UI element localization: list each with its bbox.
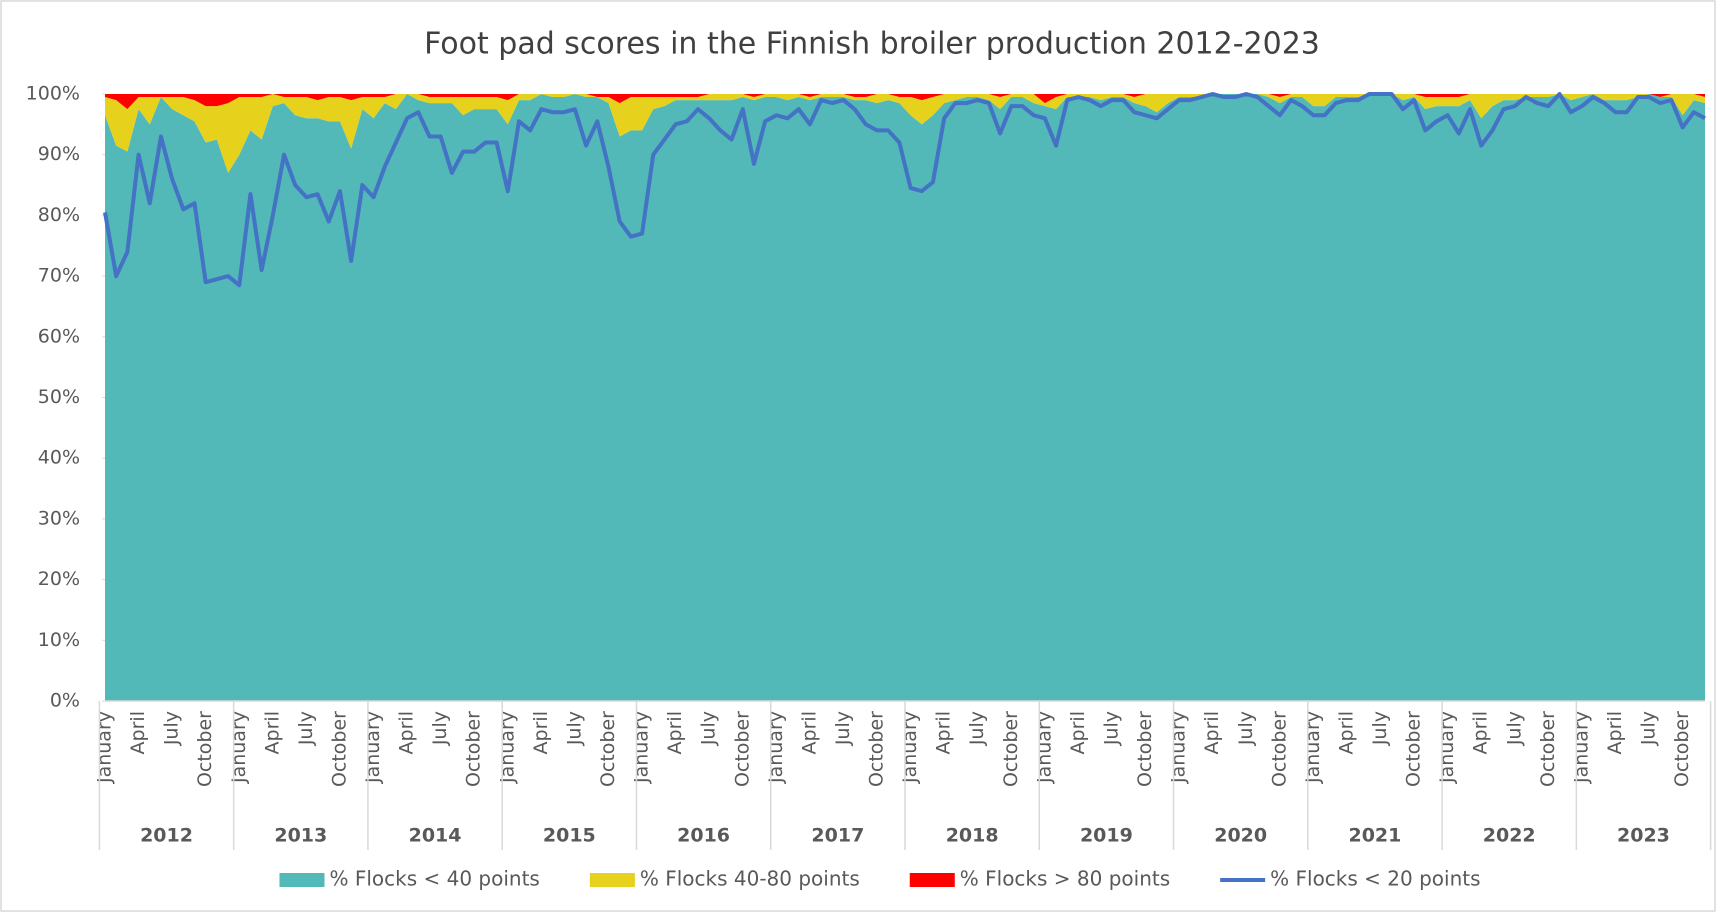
x-tick-label: April <box>1201 711 1223 754</box>
x-tick-label: January <box>1033 711 1055 784</box>
x-group-label: 2016 <box>677 825 730 847</box>
x-tick-label: October <box>866 711 888 787</box>
x-group-label: 2021 <box>1348 825 1401 847</box>
area <box>105 94 1705 173</box>
x-tick-label: July <box>1638 711 1660 746</box>
x-group-label: 2015 <box>543 825 596 847</box>
legend-swatch <box>909 873 955 887</box>
x-tick-label: January <box>765 711 787 784</box>
x-tick-label: April <box>261 711 283 754</box>
x-tick-label: July <box>1100 711 1122 746</box>
x-tick-label: January <box>631 711 653 784</box>
area <box>105 94 1705 110</box>
x-group-label: 2014 <box>409 825 462 847</box>
x-group-label: 2013 <box>274 825 327 847</box>
x-tick-label: January <box>1168 711 1190 784</box>
x-group-label: 2018 <box>946 825 999 847</box>
x-group-label: 2020 <box>1214 825 1267 847</box>
y-tick-label: 60% <box>38 325 80 347</box>
x-tick-label: October <box>328 711 350 787</box>
x-tick-label: January <box>228 711 250 784</box>
line <box>103 92 1706 288</box>
x-tick-label: April <box>1067 711 1089 754</box>
x-tick-label: April <box>664 711 686 754</box>
x-tick-label: October <box>1671 711 1693 787</box>
x-tick-label: July <box>1503 711 1525 746</box>
y-tick-label: 70% <box>38 265 80 287</box>
x-tick-label: October <box>194 711 216 787</box>
x-tick-label: October <box>1134 711 1156 787</box>
x-tick-label: July <box>429 711 451 746</box>
x-tick-label: October <box>597 711 619 787</box>
x-group-label: 2012 <box>140 825 193 847</box>
legend-swatch <box>589 873 635 887</box>
x-tick-label: July <box>966 711 988 746</box>
x-group-label: 2023 <box>1617 825 1670 847</box>
x-tick-label: October <box>1403 711 1425 787</box>
x-tick-label: April <box>127 711 149 754</box>
chart-title: Foot pad scores in the Finnish broiler p… <box>424 27 1320 62</box>
x-tick-label: April <box>530 711 552 754</box>
x-tick-label: July <box>563 711 585 746</box>
x-tick-label: April <box>933 711 955 754</box>
x-tick-label: October <box>1537 711 1559 787</box>
y-tick-label: 10% <box>38 629 80 651</box>
x-tick-label: January <box>1570 711 1592 784</box>
y-tick-label: 90% <box>38 143 80 165</box>
x-tick-label: April <box>798 711 820 754</box>
x-tick-label: October <box>731 711 753 787</box>
x-tick-label: July <box>1235 711 1257 746</box>
x-tick-label: October <box>463 711 485 787</box>
y-tick-label: 30% <box>38 507 80 529</box>
x-group-label: 2019 <box>1080 825 1133 847</box>
x-tick-label: July <box>295 711 317 746</box>
x-tick-label: January <box>899 711 921 784</box>
legend-swatch <box>279 873 325 887</box>
y-tick-label: 50% <box>38 386 80 408</box>
x-tick-label: January <box>362 711 384 784</box>
x-tick-label: January <box>1302 711 1324 784</box>
x-tick-label: July <box>832 711 854 746</box>
x-tick-label: April <box>1604 711 1626 754</box>
x-tick-label: July <box>1369 711 1391 746</box>
area <box>105 94 1705 701</box>
x-tick-label: January <box>94 711 116 784</box>
y-tick-label: 40% <box>38 447 80 469</box>
x-tick-label: January <box>1436 711 1458 784</box>
x-tick-label: January <box>496 711 518 784</box>
x-group-label: 2022 <box>1483 825 1536 847</box>
x-tick-label: April <box>1470 711 1492 754</box>
y-tick-label: 0% <box>50 690 80 712</box>
legend-label: % Flocks > 80 points <box>960 867 1170 891</box>
x-group-label: 2017 <box>811 825 864 847</box>
x-tick-label: April <box>396 711 418 754</box>
x-tick-label: October <box>1000 711 1022 787</box>
legend-label: % Flocks < 20 points <box>1270 867 1480 891</box>
legend-label: % Flocks < 40 points <box>329 867 539 891</box>
x-tick-label: April <box>1335 711 1357 754</box>
y-tick-label: 20% <box>38 568 80 590</box>
x-tick-label: October <box>1268 711 1290 787</box>
y-tick-label: 80% <box>38 204 80 226</box>
x-tick-label: July <box>161 711 183 746</box>
x-tick-label: July <box>698 711 720 746</box>
legend: % Flocks < 40 points % Flocks 40-80 point… <box>279 867 1481 891</box>
y-tick-label: 100% <box>26 83 80 105</box>
legend-label: % Flocks 40-80 points <box>640 867 860 891</box>
